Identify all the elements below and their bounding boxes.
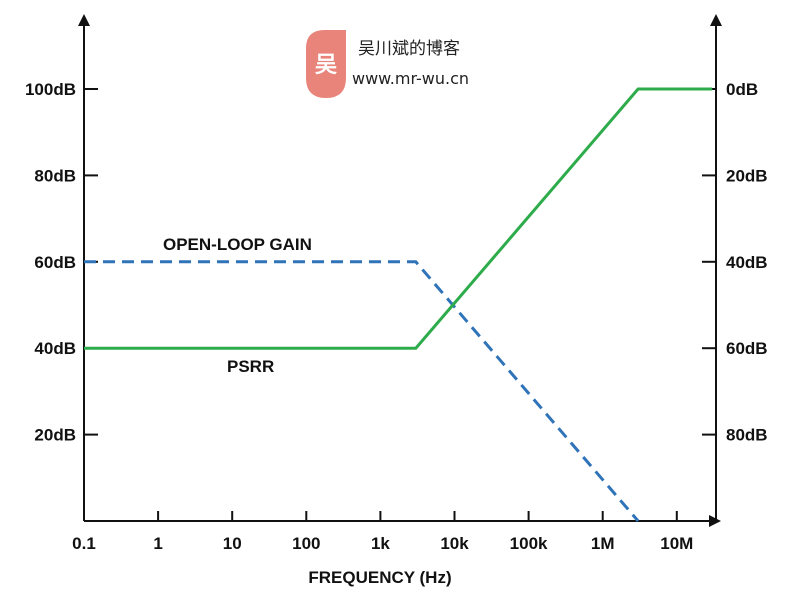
x-axis-title: FREQUENCY (Hz) xyxy=(308,568,451,587)
x-tick-label: 1M xyxy=(591,534,615,553)
series-layer xyxy=(84,87,713,522)
watermark-logo-glyph: 吴 xyxy=(315,53,337,78)
watermark-title: 吴川斌的博客 xyxy=(358,39,460,59)
x-tick-label: 1 xyxy=(153,534,162,553)
series-label-open-loop-gain: OPEN-LOOP GAIN xyxy=(163,235,312,254)
series-line-psrr xyxy=(84,87,713,350)
x-tick-label: 0.1 xyxy=(72,534,96,553)
x-tick-label: 1k xyxy=(371,534,390,553)
left-y-ticks: 20dB 40dB 60dB 80dB 100dB xyxy=(25,80,98,445)
left-y-tick-label: 80dB xyxy=(34,166,76,185)
axes xyxy=(78,14,722,527)
right-y-tick-label: 80dB xyxy=(726,426,768,445)
x-ticks: 0.1 1 10 100 1k 10k 100k 1M 10M xyxy=(72,511,693,553)
right-y-tick-label: 40dB xyxy=(726,253,768,272)
x-tick-label: 10M xyxy=(660,534,693,553)
watermark-url: www.mr-wu.cn xyxy=(352,69,469,88)
x-tick-label: 10k xyxy=(440,534,469,553)
series-line-open-loop-gain xyxy=(84,260,640,522)
left-y-tick-label: 20dB xyxy=(34,426,76,445)
right-y-ticks: 0dB 20dB 40dB 60dB 80dB xyxy=(702,80,768,445)
left-y-tick-label: 60dB xyxy=(34,253,76,272)
left-y-tick-label: 100dB xyxy=(25,80,76,99)
x-tick-label: 100k xyxy=(510,534,548,553)
watermark-logo-icon xyxy=(306,30,346,98)
right-y-tick-label: 0dB xyxy=(726,80,758,99)
x-tick-label: 10 xyxy=(223,534,242,553)
series-label-psrr: PSRR xyxy=(227,357,274,376)
watermark: 吴 吴川斌的博客 www.mr-wu.cn xyxy=(306,30,469,98)
x-tick-label: 100 xyxy=(292,534,320,553)
right-y-tick-label: 20dB xyxy=(726,166,768,185)
left-y-tick-label: 40dB xyxy=(34,339,76,358)
right-y-tick-label: 60dB xyxy=(726,339,768,358)
